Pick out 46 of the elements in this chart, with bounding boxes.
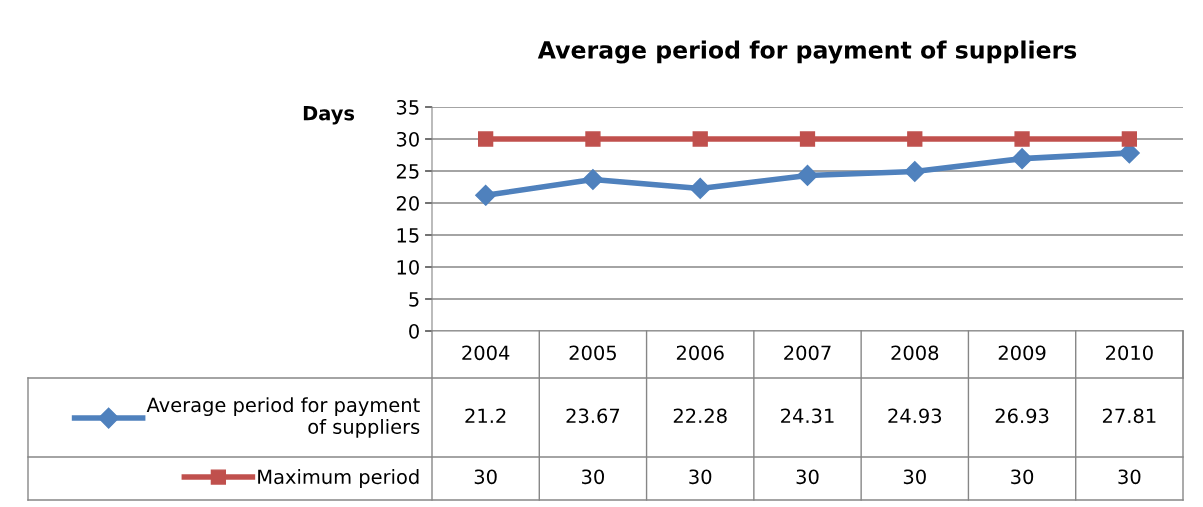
x-tick-label: 2009 xyxy=(998,345,1046,361)
point xyxy=(1121,131,1137,147)
point xyxy=(1011,148,1033,170)
data-label: 22.28 xyxy=(673,408,727,424)
x-tick-label: 2004 xyxy=(462,345,510,361)
data-label: 30 xyxy=(796,469,819,485)
x-tick-label: 2007 xyxy=(784,345,831,361)
y-axis-title: Days xyxy=(303,106,355,125)
y-tick-label: 20 xyxy=(396,195,419,211)
data-label: 26.93 xyxy=(995,408,1049,424)
data-label: 21.2 xyxy=(465,408,506,423)
y-tick-label: 5 xyxy=(409,292,419,307)
data-label: 24.31 xyxy=(781,408,834,424)
y-tick-label: 0 xyxy=(409,323,419,339)
point xyxy=(478,131,494,147)
point xyxy=(904,160,926,182)
data-label: 23.67 xyxy=(566,408,620,424)
y-tick-label: 35 xyxy=(396,99,419,115)
point xyxy=(796,164,819,186)
point xyxy=(1014,131,1030,147)
data-label: 30 xyxy=(1118,469,1141,485)
point xyxy=(585,131,601,147)
y-tick-label: 25 xyxy=(396,163,419,179)
data-label: 27.81 xyxy=(1102,408,1156,424)
data-label: 30 xyxy=(582,469,605,485)
y-tick-label: 30 xyxy=(396,131,419,147)
data-label: 30 xyxy=(1011,469,1034,485)
data-label: 30 xyxy=(474,469,497,485)
y-tick-label: 10 xyxy=(397,259,419,275)
point xyxy=(475,184,497,206)
x-tick-label: 2010 xyxy=(1106,345,1153,361)
legend-label: Average period for payment of suppliers xyxy=(146,397,420,438)
x-tick-label: 2006 xyxy=(676,345,724,361)
point xyxy=(907,131,923,147)
data-label: 30 xyxy=(689,469,712,485)
point xyxy=(692,131,708,147)
data-label: 30 xyxy=(903,469,926,485)
legend-label: Maximum period xyxy=(258,469,419,488)
point xyxy=(799,131,816,147)
data-label: 24.93 xyxy=(888,408,942,424)
y-tick-label: 15 xyxy=(397,228,419,243)
x-tick-label: 2005 xyxy=(569,345,616,361)
x-tick-label: 2008 xyxy=(891,345,939,361)
point xyxy=(689,177,711,199)
chart-title: Average period for payment of suppliers xyxy=(537,40,1077,64)
point xyxy=(582,168,604,191)
